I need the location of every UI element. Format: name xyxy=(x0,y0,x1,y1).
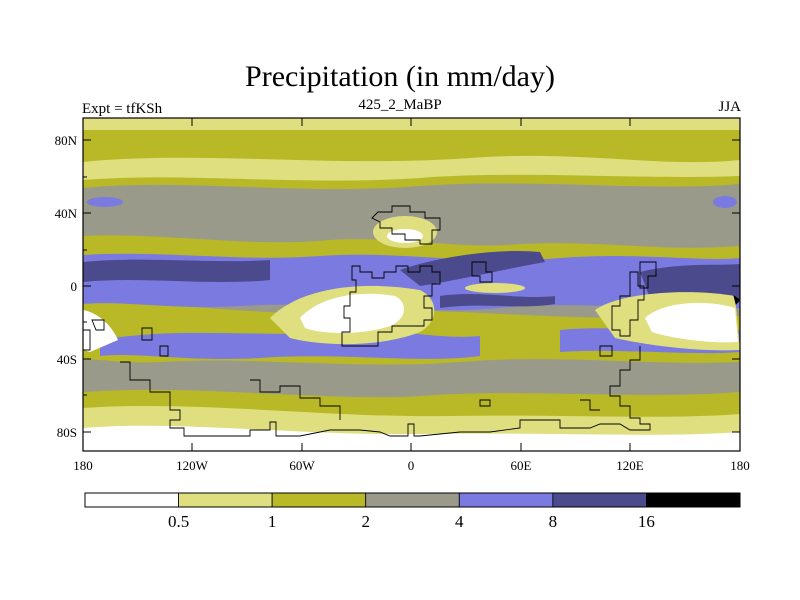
patch-light-center xyxy=(465,283,525,293)
colorbar-box xyxy=(458,492,554,508)
band-north-light xyxy=(83,155,740,181)
colorbar-box xyxy=(552,492,647,508)
lon-label: 180 xyxy=(730,458,750,473)
coastline-south-inner xyxy=(250,379,341,420)
lat-label: 80S xyxy=(57,425,77,440)
coastline-west-islet-3 xyxy=(159,345,169,357)
coastline-north-continent xyxy=(371,205,441,245)
lon-label: 0 xyxy=(408,458,415,473)
coastline-west-edge xyxy=(83,329,91,351)
coastline-small-island xyxy=(471,261,493,283)
colorbar-frame xyxy=(84,492,741,508)
coastline-east-islet xyxy=(599,345,613,357)
patch-purple-ne xyxy=(713,196,737,208)
experiment-label: Expt = tfKSh xyxy=(82,101,163,117)
coastline-east-peninsula xyxy=(611,271,645,337)
coastline-south-continent xyxy=(120,346,651,437)
lat-labels: 80N 40N 0 40S 80S xyxy=(55,133,78,440)
colorbar-label: 1 xyxy=(268,512,277,531)
season-label: JJA xyxy=(718,99,741,115)
figure-title: Precipitation (in mm/day) xyxy=(245,60,555,93)
colorbar-label: 8 xyxy=(549,512,558,531)
precipitation-field xyxy=(83,118,740,451)
lat-label: 40N xyxy=(55,206,78,221)
colorbar-box xyxy=(271,492,367,508)
colorbar-box xyxy=(646,492,741,508)
lat-ticks xyxy=(83,139,740,433)
coastline-south-east xyxy=(580,399,600,411)
coastline-east-edge xyxy=(733,294,740,305)
band-dark-east xyxy=(640,264,740,300)
coastline-south-islet xyxy=(479,399,491,407)
band-antarctic-white xyxy=(83,425,740,451)
dry-region-white-center xyxy=(300,293,405,333)
lon-label: 180 xyxy=(73,458,93,473)
coastline-west-islet xyxy=(91,319,105,331)
lat-label: 0 xyxy=(71,279,78,294)
coastline-west-islet-2 xyxy=(141,327,153,341)
colorbar-boxes xyxy=(84,492,741,508)
band-dark-center xyxy=(400,250,545,286)
colorbar-box xyxy=(84,492,179,508)
lon-label: 60W xyxy=(289,458,315,473)
colorbar-label: 0.5 xyxy=(168,512,189,531)
dry-region-white-east xyxy=(645,302,738,343)
colorbar-box xyxy=(178,492,273,508)
colorbar-box xyxy=(365,492,460,508)
patch-purple-nw xyxy=(87,197,123,207)
band-tropical-yellow xyxy=(83,235,740,264)
colorbar-label: 2 xyxy=(361,512,370,531)
coastlines xyxy=(83,205,740,437)
lat-label: 80N xyxy=(55,133,78,148)
lon-label: 120W xyxy=(176,458,209,473)
colorbar-labels: 0.5 1 2 4 8 16 xyxy=(168,512,655,531)
lon-label: 60E xyxy=(511,458,532,473)
lon-label: 120E xyxy=(616,458,644,473)
period-label: 425_2_MaBP xyxy=(358,97,442,113)
band-dark-west xyxy=(83,259,270,282)
colorbar: 0.5 1 2 4 8 16 xyxy=(84,492,741,531)
coastline-east-island xyxy=(639,261,657,289)
lat-label: 40S xyxy=(57,352,77,367)
coastline-central-continent xyxy=(341,265,441,347)
lon-labels: 180 120W 60W 0 60E 120E 180 xyxy=(73,458,750,473)
band-dark-south xyxy=(440,294,555,308)
colorbar-label: 16 xyxy=(638,512,655,531)
lon-ticks xyxy=(82,118,741,451)
colorbar-label: 4 xyxy=(455,512,464,531)
